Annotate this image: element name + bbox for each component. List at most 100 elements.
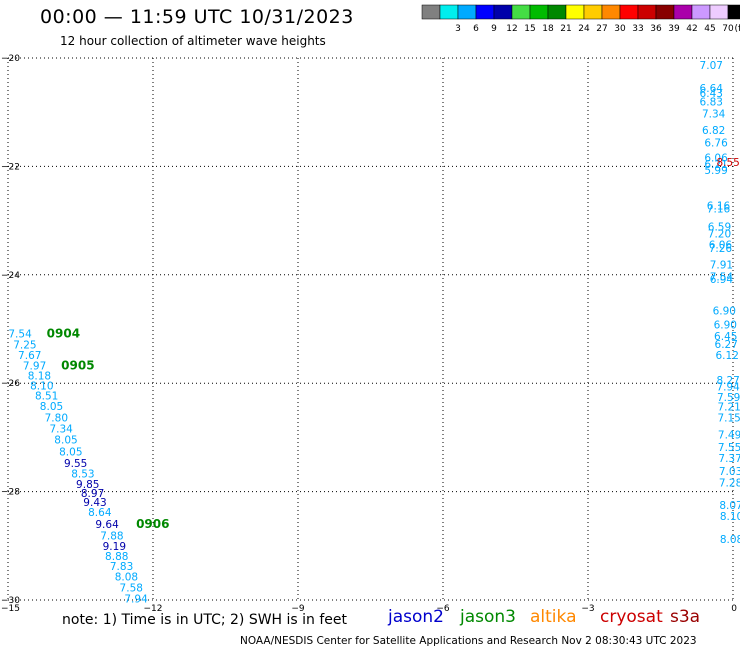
- swh-value-label: 6.06: [709, 239, 733, 251]
- swh-value-label: 7.94: [716, 381, 740, 393]
- swh-value-label: 8.05: [59, 446, 82, 458]
- swh-value-label: 9.55: [64, 458, 87, 470]
- color-scale-label: 3: [455, 24, 461, 34]
- swh-value-label: 8.07: [719, 500, 740, 512]
- swh-value-label: 6.06: [704, 153, 728, 165]
- satellite-legend-item: s3a: [670, 607, 701, 627]
- swh-value-label: 7.59: [717, 392, 740, 404]
- color-scale-label: 12: [506, 24, 517, 34]
- color-scale-label: 9: [491, 24, 497, 34]
- swh-value-label: 7.28: [719, 477, 740, 489]
- color-scale-label: 27: [596, 24, 607, 34]
- x-tick-label: −12: [144, 604, 163, 614]
- color-scale-swatch: [565, 4, 585, 20]
- color-scale-swatch: [421, 4, 441, 20]
- swh-value-label: 6.90: [713, 306, 736, 318]
- y-tick-label: −24: [1, 271, 20, 281]
- swh-value-label: 8.05: [54, 435, 77, 447]
- swh-value-label: 7.94: [124, 593, 148, 605]
- swh-value-label: 6.82: [702, 125, 725, 137]
- swh-value-label: 8.53: [71, 469, 94, 481]
- color-scale-label: 33: [632, 24, 643, 34]
- y-tick-label: −22: [1, 162, 20, 172]
- swh-value-label: 8.51: [35, 391, 58, 403]
- color-scale-label: 24: [578, 24, 590, 34]
- y-tick-label: −26: [1, 379, 20, 389]
- y-tick-label: −30: [1, 596, 20, 606]
- chart-axes: −20−22−24−26−28−30−15 −12 −9 −6 −3 0: [1, 54, 737, 614]
- color-scale-swatch: [673, 4, 693, 20]
- pass-time-label: 0906: [136, 517, 169, 531]
- swh-value-label: 7.16: [707, 204, 731, 216]
- swh-value-label: 8.10: [30, 380, 53, 392]
- color-scale-swatch: [439, 4, 459, 20]
- color-scale-label: 70: [722, 24, 734, 34]
- swh-value-label: 6.64: [700, 83, 724, 95]
- color-scale-label: 6: [473, 24, 479, 34]
- swh-value-label: 9.43: [83, 497, 106, 509]
- color-scale-label: 45: [704, 24, 715, 34]
- y-tick-label: −28: [1, 488, 20, 498]
- satellite-legend-item: cryosat: [600, 607, 663, 627]
- x-tick-label: −15: [1, 604, 20, 614]
- data-points: 7.547.257.677.978.188.108.518.057.807.34…: [8, 60, 740, 605]
- swh-value-label: 6.76: [704, 138, 728, 150]
- swh-value-label: 7.34: [702, 108, 726, 120]
- color-scale-label: 18: [542, 24, 554, 34]
- swh-value-label: 7.91: [710, 260, 733, 272]
- swh-value-label: 6.27: [715, 339, 738, 351]
- swh-value-label: 6.59: [708, 222, 731, 234]
- color-scale-swatch: [475, 4, 495, 20]
- swh-value-label: 8.64: [88, 507, 112, 519]
- swh-value-label: 7.58: [120, 583, 143, 595]
- swh-value-label: 5.99: [704, 165, 727, 177]
- swh-value-label: 9.85: [76, 479, 99, 491]
- color-scale-swatch: [601, 4, 621, 20]
- swh-value-label: 7.88: [100, 531, 123, 543]
- color-scale-label: 36: [650, 24, 662, 34]
- swh-value-label: 7.54: [710, 271, 734, 283]
- color-scale-swatch: [583, 4, 603, 20]
- x-tick-label: −9: [291, 604, 305, 614]
- swh-value-label: 7.37: [718, 453, 740, 465]
- swh-value-label: 7.97: [23, 360, 46, 372]
- footnote: note: 1) Time is in UTC; 2) SWH is in fe…: [62, 612, 348, 628]
- swh-value-label: 7.21: [717, 402, 740, 414]
- satellite-legend-item: altika: [530, 607, 577, 627]
- pass-time-label: 0904: [47, 326, 80, 340]
- color-scale-swatch: [511, 4, 531, 20]
- swh-value-label: 7.20: [708, 229, 731, 241]
- color-scale-unit: (ft): [734, 24, 740, 34]
- swh-value-label: 6.21: [704, 159, 727, 171]
- color-scale-label: 30: [614, 24, 626, 34]
- swh-value-label: 9.64: [95, 519, 119, 531]
- swh-value-label: 7.07: [700, 60, 723, 72]
- chart-grid: [7, 57, 734, 601]
- swh-value-label: 7.83: [110, 561, 133, 573]
- swh-value-label: 8.10: [720, 511, 740, 523]
- color-scale-swatch: [619, 4, 639, 20]
- color-scale-label: 21: [560, 24, 571, 34]
- swh-value-label: 8.08: [115, 572, 138, 584]
- color-scale-swatch: [727, 4, 740, 20]
- swh-value-label: 7.34: [49, 424, 73, 436]
- swh-value-label: 7.49: [718, 430, 740, 442]
- color-scale-swatch: [493, 4, 513, 20]
- swh-value-label: 7.54: [8, 328, 32, 340]
- swh-value-label: 6.45: [714, 331, 737, 343]
- swh-value-label: 6.43: [700, 88, 723, 100]
- swh-value-label: 8.18: [28, 371, 51, 383]
- swh-value-label: 6.94: [710, 274, 734, 286]
- swh-value-label: 8.05: [40, 401, 63, 413]
- swh-value-label: 8.27: [716, 375, 739, 387]
- color-scale-swatch: [529, 4, 549, 20]
- color-scale-swatch: [457, 4, 477, 20]
- swh-value-label: 6.16: [707, 200, 731, 212]
- swh-value-label: 8.88: [105, 551, 128, 563]
- swh-value-label: 7.67: [18, 350, 41, 362]
- swh-value-label: 9.19: [103, 541, 126, 553]
- swh-value-label: 8.08: [720, 534, 740, 546]
- swh-value-label: 7.26: [709, 243, 733, 255]
